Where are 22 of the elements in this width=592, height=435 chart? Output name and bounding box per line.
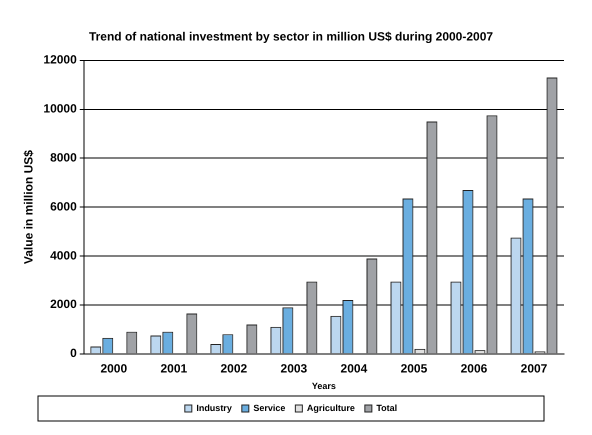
x-tick-label: 2004 — [340, 361, 368, 376]
x-tick-label: 2001 — [160, 361, 188, 376]
x-tick-label: 2005 — [400, 361, 428, 376]
legend-label: Service — [253, 402, 286, 413]
y-tick-label: 12000 — [43, 52, 78, 67]
y-tick-label: 2000 — [50, 297, 78, 312]
x-tick-label: 2007 — [520, 361, 548, 376]
y-tick-label: 0 — [70, 346, 78, 360]
y-tick-label: 10000 — [43, 102, 78, 116]
y-tick-label: 6000 — [50, 199, 78, 214]
x-tick-label: 2002 — [220, 361, 248, 376]
chart-title: Trend of national investment by sector in million US$ during 2000-2007 — [88, 30, 494, 44]
x-axis-title: Years — [312, 381, 336, 392]
x-tick-label: 2003 — [280, 361, 308, 376]
legend-label: Industry — [196, 402, 232, 413]
y-tick-label: 8000 — [50, 150, 78, 165]
y-tick-label: 4000 — [50, 248, 78, 262]
x-tick-label: 2000 — [100, 361, 128, 376]
x-tick-label: 2006 — [460, 361, 488, 376]
y-axis-title: Value in million US$ — [22, 150, 36, 264]
legend-label: Total — [376, 402, 398, 413]
legend-label: Agriculture — [306, 402, 355, 413]
